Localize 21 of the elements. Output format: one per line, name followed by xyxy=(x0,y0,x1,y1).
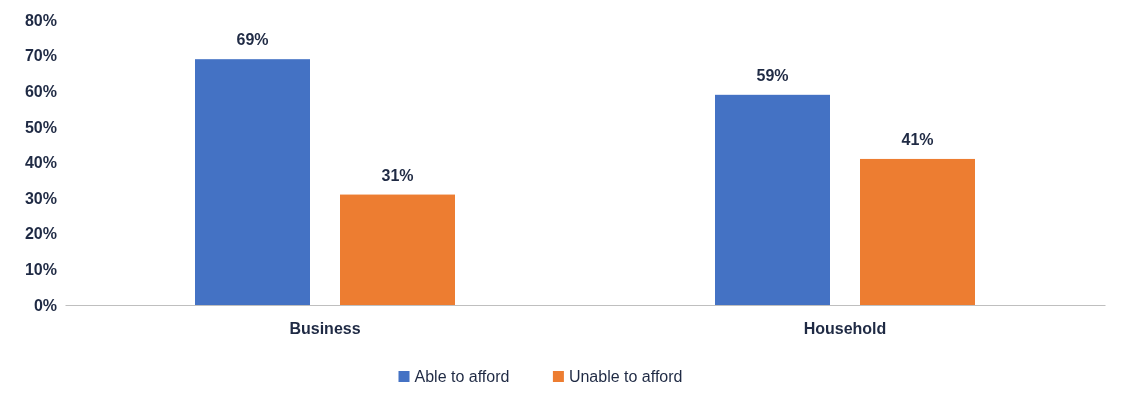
legend-label: Able to afford xyxy=(414,368,510,385)
bar xyxy=(860,158,975,305)
y-tick-label: 30% xyxy=(24,189,57,207)
y-tick-label: 50% xyxy=(24,118,57,136)
y-tick-label: 80% xyxy=(24,11,57,29)
data-label: 59% xyxy=(756,66,789,84)
data-label: 31% xyxy=(381,166,414,184)
bar xyxy=(340,194,455,305)
legend-label: Unable to afford xyxy=(568,368,683,385)
bar xyxy=(195,59,310,305)
data-label: 69% xyxy=(236,31,269,49)
y-tick-label: 20% xyxy=(24,225,57,243)
data-label: 41% xyxy=(901,130,934,148)
y-tick-label: 0% xyxy=(33,296,57,314)
bar xyxy=(715,94,830,305)
x-tick-label: Business xyxy=(289,320,361,338)
y-tick-label: 70% xyxy=(24,47,57,65)
y-tick-label: 40% xyxy=(24,154,57,172)
x-tick-label: Household xyxy=(803,320,887,338)
y-tick-label: 60% xyxy=(24,82,57,100)
y-tick-label: 10% xyxy=(24,260,57,278)
